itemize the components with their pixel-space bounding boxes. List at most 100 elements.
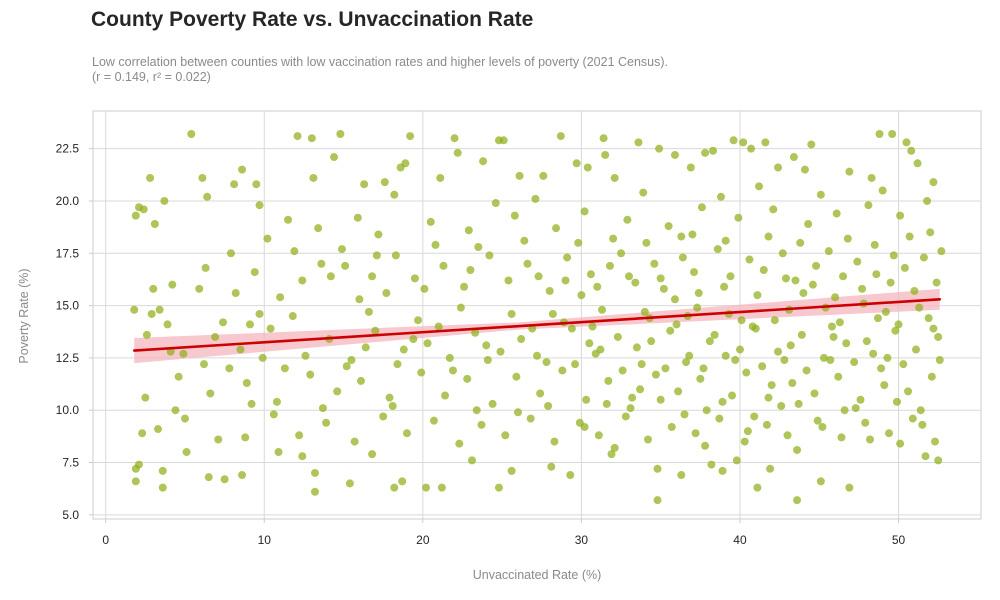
data-point <box>780 355 789 364</box>
data-point <box>666 326 675 335</box>
data-point <box>810 389 819 398</box>
data-point <box>919 253 928 262</box>
data-point <box>710 330 719 339</box>
data-point <box>550 437 559 446</box>
data-point <box>667 422 676 431</box>
data-point <box>482 341 491 350</box>
data-point <box>463 374 472 383</box>
data-point <box>429 416 438 425</box>
data-point <box>837 433 846 442</box>
data-point <box>656 274 665 283</box>
data-point <box>694 289 703 298</box>
data-point <box>515 171 524 180</box>
data-point <box>441 391 450 400</box>
data-point <box>450 134 459 143</box>
data-point <box>740 437 749 446</box>
y-axis-ticks: 5.0 7.5 10.0 12.5 15.0 17.5 20.0 22.5 <box>56 142 93 522</box>
data-point <box>171 406 180 415</box>
chart-subtitle: Low correlation between counties with lo… <box>92 55 668 85</box>
data-point <box>318 404 327 413</box>
data-point <box>311 468 319 477</box>
data-point <box>437 483 446 492</box>
data-point <box>918 420 927 429</box>
data-point <box>637 360 646 369</box>
data-point <box>374 230 383 239</box>
data-point <box>618 366 627 375</box>
data-point <box>911 345 920 354</box>
data-point <box>574 238 583 247</box>
data-point <box>401 159 410 168</box>
data-point <box>382 289 391 298</box>
data-point <box>333 387 342 396</box>
x-tick-label: 50 <box>892 533 906 547</box>
data-point <box>391 251 400 260</box>
data-point <box>168 280 177 289</box>
data-point <box>820 353 829 362</box>
data-point <box>445 353 454 362</box>
data-point <box>701 148 710 157</box>
data-point <box>705 337 714 346</box>
data-point <box>781 274 790 283</box>
data-point <box>422 483 430 492</box>
data-point <box>636 385 645 394</box>
x-tick-label: 10 <box>258 533 272 547</box>
data-point <box>845 483 854 492</box>
chart-title: County Poverty Rate vs. Unvaccination Ra… <box>91 8 534 31</box>
data-point <box>653 464 662 473</box>
data-point <box>585 339 594 348</box>
data-point <box>556 132 565 141</box>
data-point <box>935 355 944 364</box>
y-tick-label: 7.5 <box>62 456 79 470</box>
data-point <box>577 291 586 300</box>
data-point <box>146 173 155 182</box>
data-point <box>778 249 787 258</box>
data-point <box>610 443 619 452</box>
data-point <box>644 435 652 444</box>
data-point <box>813 416 822 425</box>
data-point <box>534 272 543 281</box>
data-point <box>368 450 377 459</box>
data-point <box>626 404 635 413</box>
data-point <box>342 362 351 371</box>
data-point <box>225 364 234 373</box>
data-point <box>688 230 697 239</box>
data-point <box>507 309 516 318</box>
data-point <box>786 341 795 350</box>
data-point <box>707 460 716 469</box>
data-point <box>907 146 916 155</box>
x-tick-label: 30 <box>575 533 589 547</box>
data-point <box>927 372 936 381</box>
data-point <box>496 347 505 356</box>
data-point <box>501 431 510 440</box>
data-point <box>878 186 887 195</box>
data-point <box>241 433 250 442</box>
data-point <box>910 286 919 295</box>
data-point <box>355 295 364 304</box>
y-tick-label: 22.5 <box>56 142 80 156</box>
data-point <box>701 441 710 450</box>
data-point <box>180 414 189 423</box>
plot-frame <box>92 110 982 520</box>
data-point <box>485 251 494 260</box>
data-point <box>697 203 706 212</box>
data-point <box>696 374 705 383</box>
data-point <box>326 272 335 281</box>
y-tick-label: 15.0 <box>56 299 80 313</box>
data-point <box>842 339 851 348</box>
data-point <box>908 414 917 423</box>
data-point <box>753 483 762 492</box>
data-point <box>742 368 751 377</box>
x-tick-label: 20 <box>416 533 430 547</box>
data-point <box>479 157 488 166</box>
data-point <box>845 167 854 176</box>
data-point <box>715 414 724 423</box>
data-point <box>155 305 164 314</box>
data-point <box>566 471 575 480</box>
data-point <box>523 259 532 268</box>
y-tick-label: 10.0 <box>56 403 80 417</box>
data-point <box>149 284 158 293</box>
data-point <box>134 460 143 469</box>
data-point <box>272 397 281 406</box>
data-point <box>889 251 898 260</box>
data-point <box>290 247 299 256</box>
